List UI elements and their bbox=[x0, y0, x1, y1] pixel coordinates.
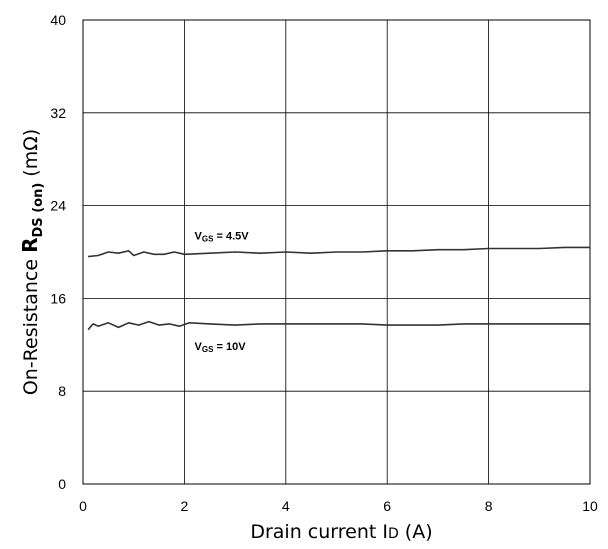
y-tick-label: 0 bbox=[58, 476, 66, 492]
y-tick-label: 32 bbox=[50, 105, 66, 121]
x-tick-label: 4 bbox=[282, 498, 290, 514]
series-label-1: VGS = 4.5V bbox=[195, 230, 250, 243]
y-tick-label: 16 bbox=[50, 290, 66, 306]
series-label-2: VGS = 10V bbox=[195, 341, 247, 354]
y-axis-title: On-Resistance RDS (on) (mΩ) bbox=[18, 129, 46, 395]
series-line-1 bbox=[88, 246, 590, 258]
series-line-2 bbox=[87, 320, 590, 331]
plot-area bbox=[82, 19, 591, 485]
x-tick-label: 2 bbox=[181, 498, 189, 514]
x-axis-title: Drain current ID (A) bbox=[250, 521, 432, 543]
y-tick-labels: 0 8 16 24 32 40 bbox=[50, 12, 66, 492]
x-tick-label: 10 bbox=[582, 498, 598, 514]
y-tick-label: 24 bbox=[50, 198, 66, 214]
x-tick-label: 8 bbox=[485, 498, 493, 514]
y-tick-label: 40 bbox=[50, 12, 66, 28]
series-labels: VGS = 4.5V VGS = 10V bbox=[195, 230, 250, 354]
y-tick-label: 8 bbox=[58, 383, 66, 399]
x-tick-labels: 0 2 4 6 8 10 bbox=[79, 498, 598, 514]
x-tick-label: 6 bbox=[383, 498, 391, 514]
x-tick-label: 0 bbox=[79, 498, 87, 514]
series-layer bbox=[87, 246, 590, 331]
